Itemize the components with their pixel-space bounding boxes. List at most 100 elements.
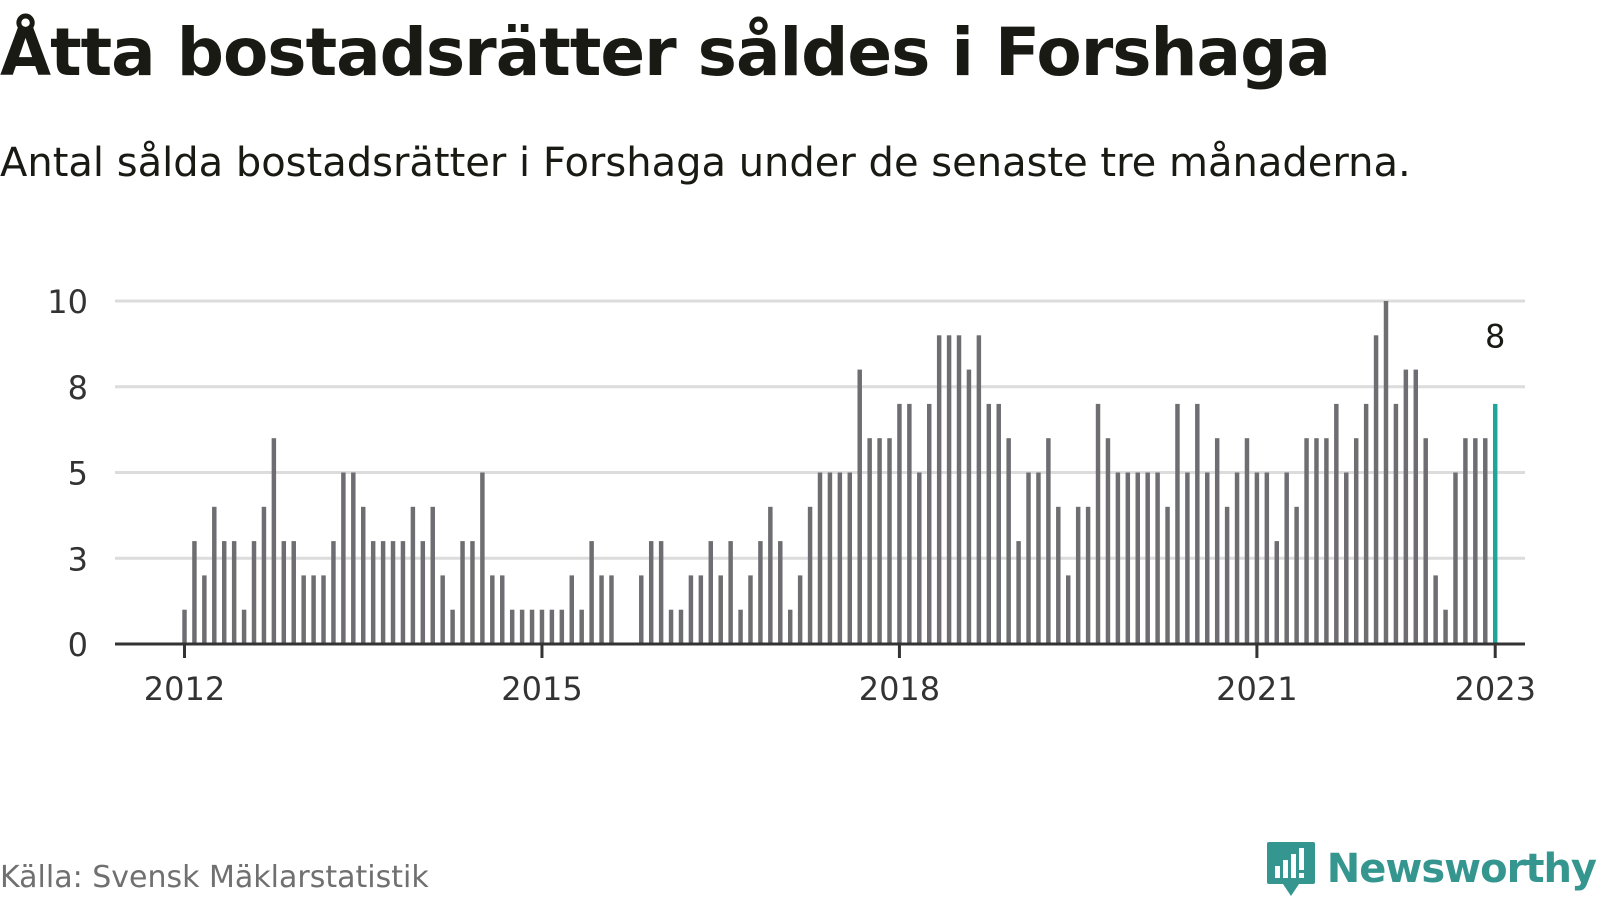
bar	[1165, 506, 1170, 644]
bar	[857, 369, 862, 644]
bar	[708, 541, 714, 644]
bar	[400, 541, 406, 644]
bar	[1075, 506, 1081, 644]
bar	[1085, 506, 1091, 644]
bar	[1155, 472, 1160, 644]
bar	[390, 541, 396, 644]
bar	[1254, 472, 1260, 644]
bar	[529, 609, 535, 644]
newsworthy-logo-icon	[1266, 842, 1315, 896]
bar	[678, 609, 684, 644]
y-tick-label: 0	[68, 626, 88, 664]
bar	[877, 438, 882, 644]
bar	[1383, 301, 1389, 644]
bar	[897, 403, 902, 644]
bar	[221, 541, 227, 644]
bar	[1324, 438, 1329, 644]
bar	[281, 541, 287, 644]
bar	[917, 472, 922, 644]
bar	[1066, 575, 1071, 644]
bar	[420, 541, 426, 644]
bar	[966, 369, 972, 644]
bar	[926, 403, 932, 644]
bar	[311, 575, 316, 644]
bar	[658, 541, 664, 644]
bar	[1334, 403, 1339, 644]
bar	[1234, 472, 1240, 644]
bar	[1453, 472, 1458, 644]
bar	[1443, 609, 1448, 644]
bar	[996, 403, 1001, 644]
bar	[1274, 541, 1279, 644]
bar	[569, 575, 574, 644]
bar	[351, 472, 356, 644]
bar	[956, 335, 962, 644]
highlight-data-label: 8	[1485, 318, 1505, 356]
bar	[1224, 506, 1230, 644]
bar	[1244, 438, 1250, 644]
bar	[907, 403, 912, 644]
bar	[599, 575, 604, 644]
bar	[1304, 438, 1309, 644]
bar	[331, 541, 336, 644]
bar	[698, 575, 704, 644]
bar	[1056, 506, 1061, 644]
chart-title: Åtta bostadsrätter såldes i Forshaga	[0, 14, 1331, 91]
bar	[182, 609, 187, 644]
bar	[718, 575, 723, 644]
bar	[688, 575, 694, 644]
bar	[231, 541, 237, 644]
bar	[867, 438, 872, 644]
bar	[1403, 369, 1409, 644]
bar	[1205, 472, 1210, 644]
brand-logo[interactable]: Newsworthy	[1265, 840, 1597, 898]
bar	[361, 506, 366, 644]
bar	[321, 575, 326, 644]
bar	[1036, 472, 1041, 644]
bar	[1284, 472, 1289, 644]
x-tick-label: 2021	[1216, 670, 1297, 708]
bar	[341, 472, 346, 644]
bar	[470, 541, 475, 644]
bar	[500, 575, 505, 644]
bar	[1105, 438, 1111, 644]
bar	[589, 541, 594, 644]
bar	[1145, 472, 1150, 644]
bar	[1016, 541, 1021, 644]
bar	[1214, 438, 1220, 644]
bar	[887, 438, 892, 644]
bar	[837, 472, 843, 644]
bar	[817, 472, 823, 644]
y-tick-label: 3	[68, 540, 88, 578]
bar	[1463, 438, 1468, 644]
bar	[301, 575, 306, 644]
bar	[738, 609, 743, 644]
bar	[192, 541, 197, 644]
bar	[827, 472, 833, 644]
bar	[668, 609, 674, 644]
y-tick-label: 5	[68, 455, 88, 493]
bar	[410, 506, 416, 644]
bar	[1344, 472, 1349, 644]
bar	[579, 609, 584, 644]
bar	[778, 541, 783, 644]
bar	[787, 609, 793, 644]
bar	[519, 609, 525, 644]
bar	[1195, 403, 1200, 644]
bar	[1026, 472, 1031, 644]
bar	[1135, 472, 1140, 644]
bar	[1095, 403, 1101, 644]
bar	[251, 541, 257, 644]
bar	[946, 335, 952, 644]
bar	[847, 472, 853, 644]
x-tick-label: 2023	[1454, 670, 1535, 708]
bar	[758, 541, 763, 644]
bar	[748, 575, 753, 644]
bar	[1483, 438, 1488, 644]
bar-chart: 0 3 5 8 10 8 2012 2015 2018 2021 2023	[47, 283, 1536, 708]
bar	[490, 575, 495, 644]
highlight-bar	[1492, 403, 1498, 644]
bar	[202, 575, 207, 644]
y-tick-label: 8	[68, 369, 88, 407]
bar	[936, 335, 942, 644]
